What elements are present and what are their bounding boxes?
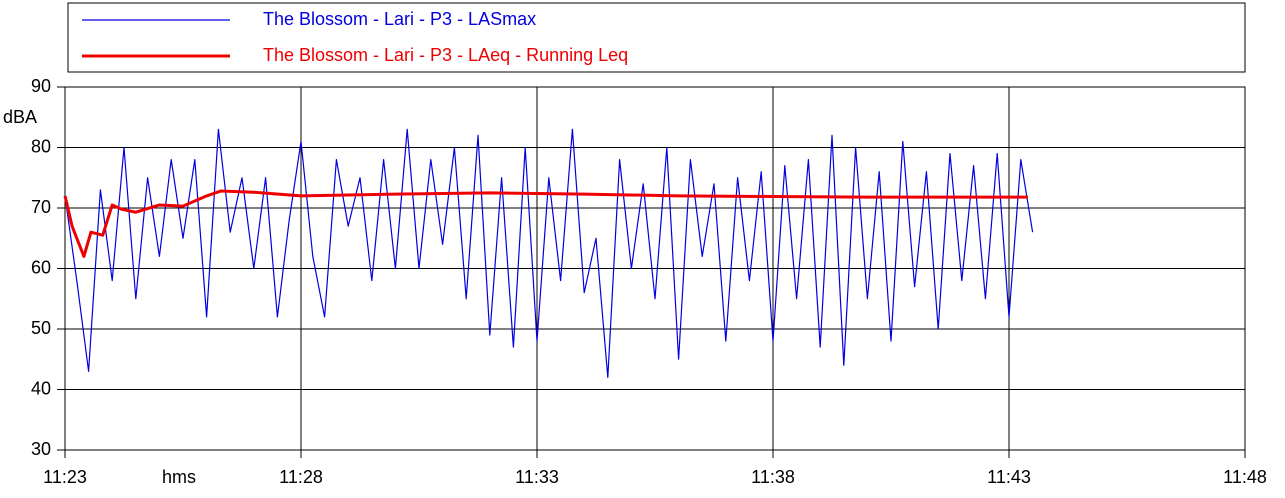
y-tick-label: 70 (31, 197, 51, 217)
x-tick-label: 11:38 (751, 467, 795, 487)
x-tick-label: 11:23 (43, 467, 87, 487)
y-tick-label: 60 (31, 257, 51, 277)
x-tick-label: 11:33 (515, 467, 559, 487)
y-tick-label: 80 (31, 136, 51, 156)
y-tick-label: 90 (31, 76, 51, 96)
line-series (64, 128, 1034, 378)
x-tick-label: 11:28 (279, 467, 323, 487)
y-tick-label: 40 (31, 378, 51, 398)
y-tick-label: 30 (31, 439, 51, 459)
x-axis-unit: hms (162, 467, 196, 487)
legend-label: The Blossom - Lari - P3 - LAeq - Running… (263, 45, 628, 65)
x-tick-label: 11:43 (987, 467, 1031, 487)
y-tick-label: 50 (31, 318, 51, 338)
legend-box (67, 2, 1246, 73)
line-series (63, 189, 1028, 258)
y-axis-unit: dBA (3, 107, 37, 127)
legend-label: The Blossom - Lari - P3 - LASmax (263, 9, 536, 29)
x-tick-label: 11:48 (1223, 467, 1267, 487)
